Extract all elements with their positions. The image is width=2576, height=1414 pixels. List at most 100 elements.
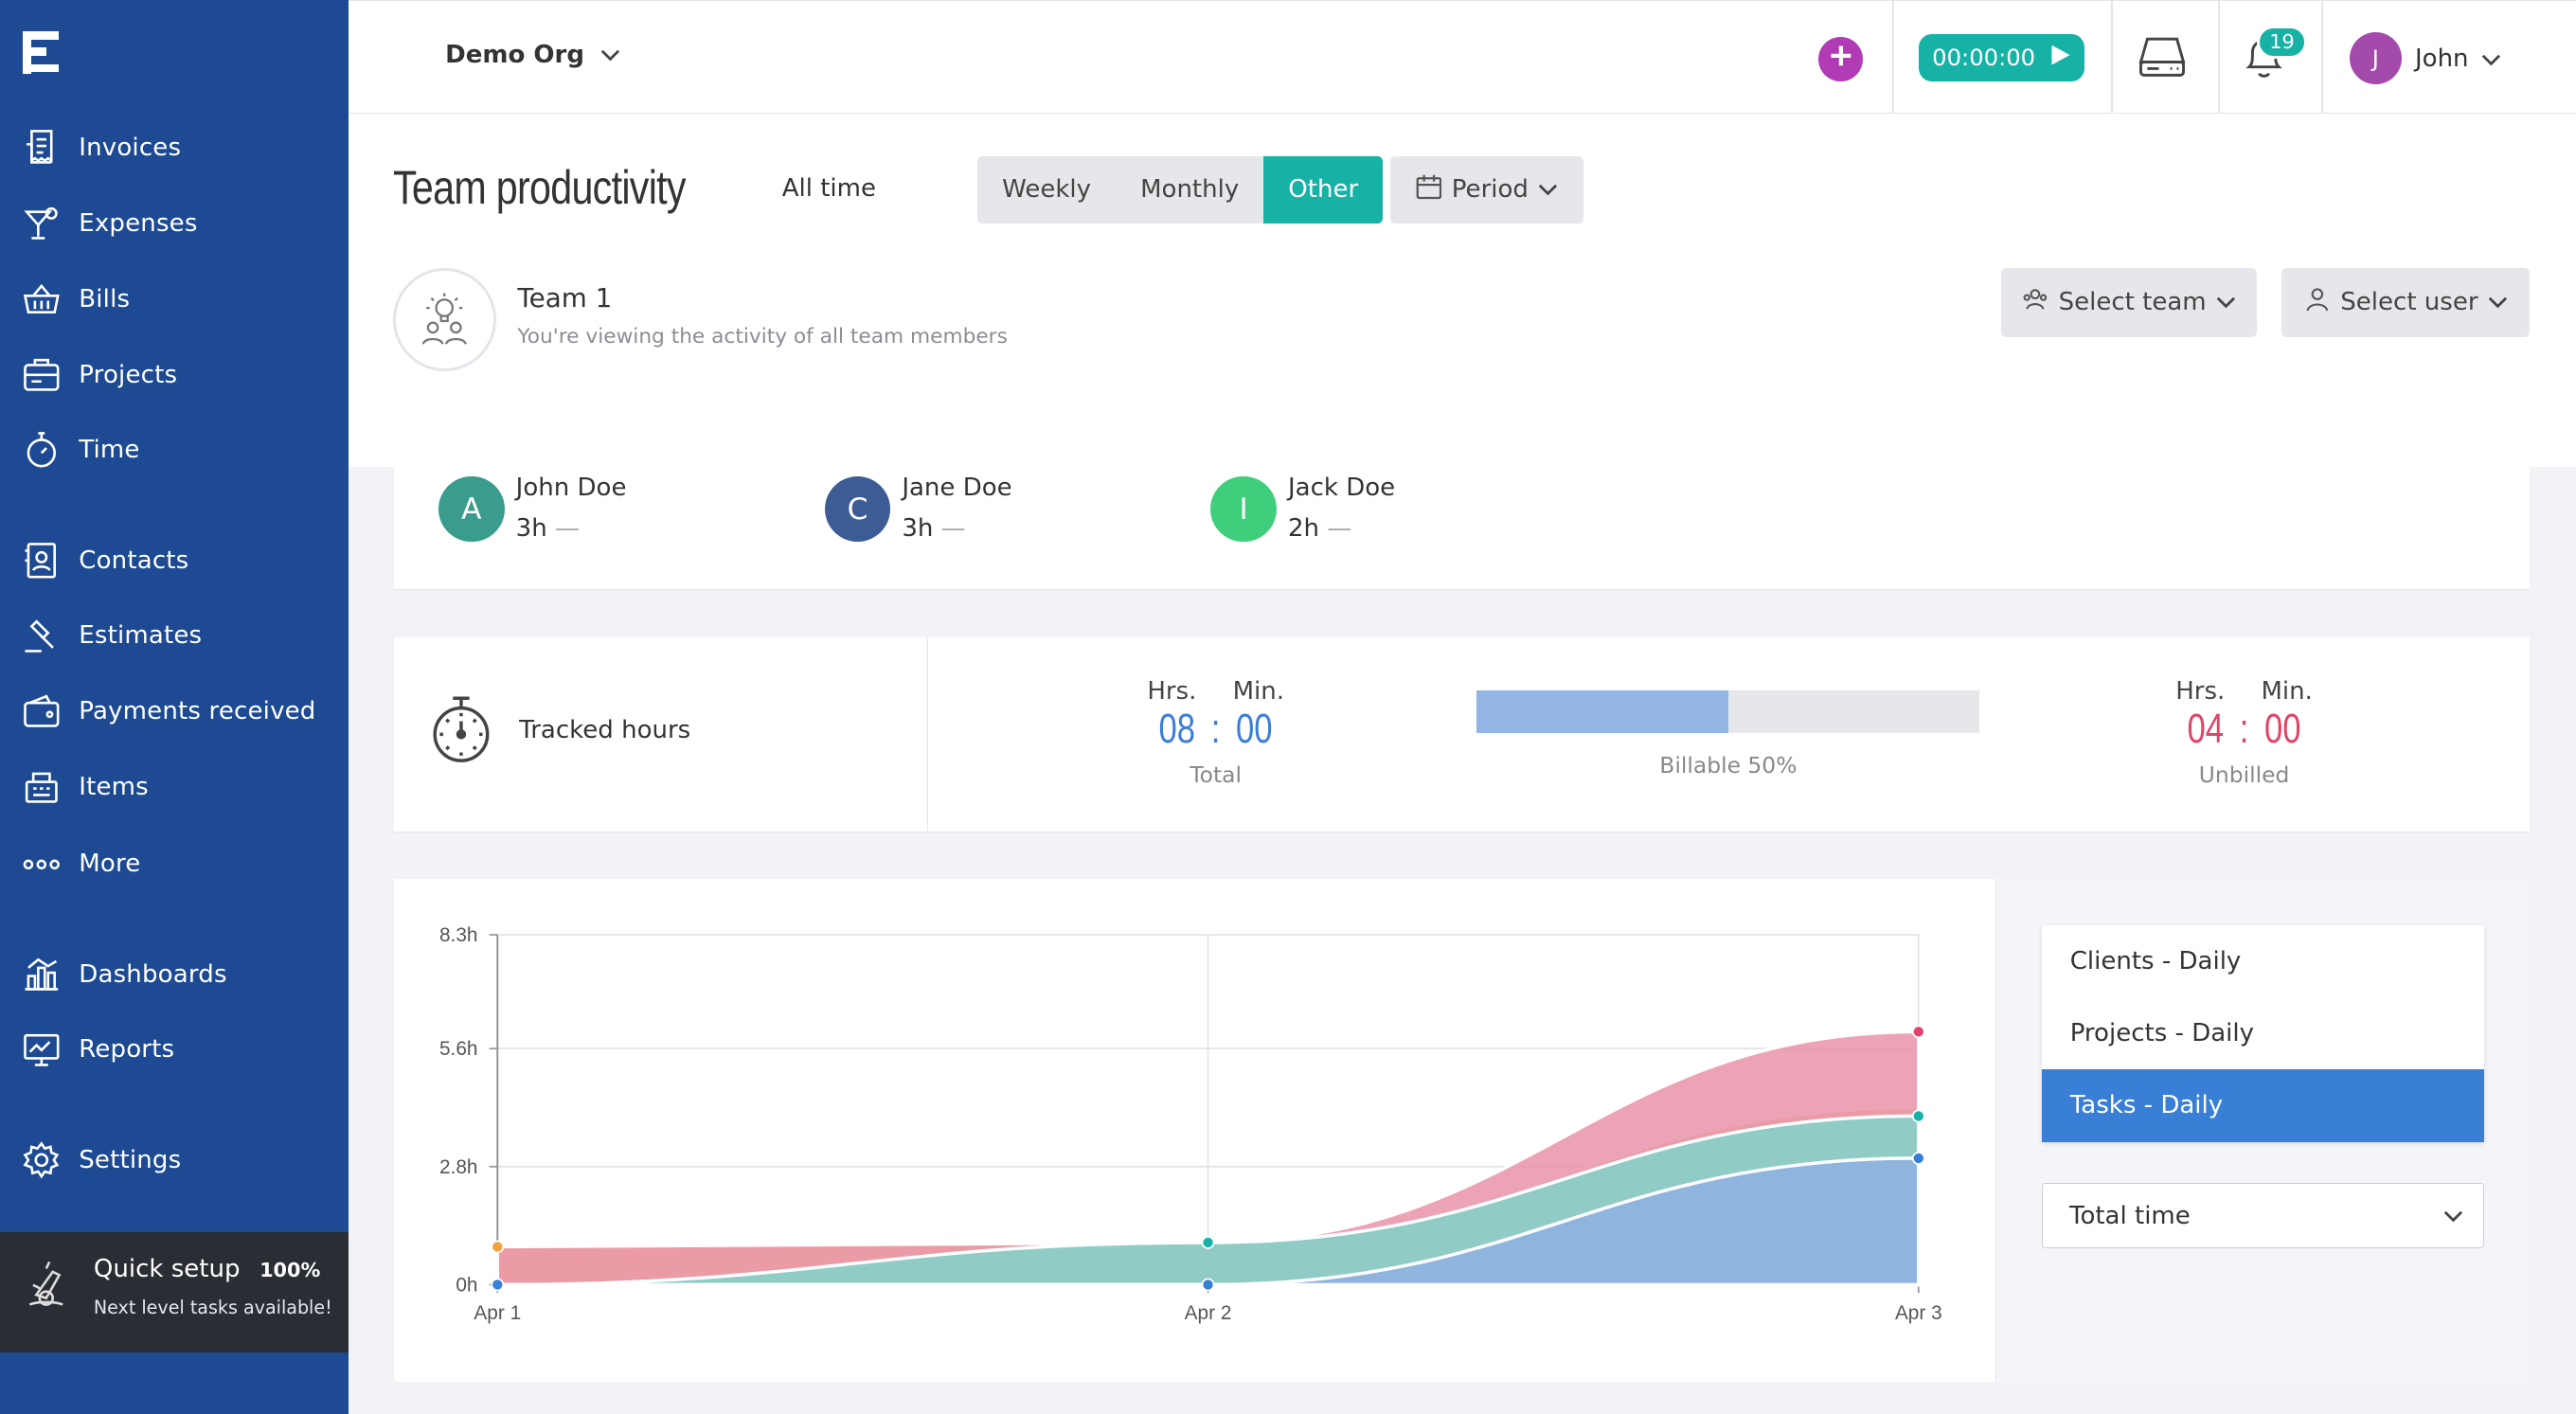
- sidebar-item-label: Items: [79, 772, 149, 801]
- billable-caption: Billable 50%: [1659, 752, 1798, 779]
- data-point: [1912, 1109, 1926, 1123]
- avatar: J: [2349, 31, 2403, 85]
- sidebar-item-label: Contacts: [79, 546, 189, 575]
- billable-progress-fill: [1476, 689, 1728, 733]
- member-item[interactable]: I Jack Doe 2h —: [1210, 472, 1395, 546]
- total-hours: 08: [1158, 707, 1196, 753]
- min-label: Min.: [2261, 676, 2313, 706]
- sidebar-item-projects[interactable]: Projects: [0, 347, 349, 403]
- sidebar-item-contacts[interactable]: Contacts: [0, 532, 349, 588]
- sidebar-item-expenses[interactable]: Expenses: [0, 195, 349, 251]
- tracked-hours-label: Tracked hours: [519, 716, 691, 745]
- metric-dropdown[interactable]: Total time: [2042, 1182, 2484, 1249]
- chevron-down-icon: [600, 41, 620, 69]
- select-user-dropdown[interactable]: Select user: [2281, 267, 2531, 337]
- play-icon: [2048, 44, 2071, 72]
- separator: :: [2239, 707, 2249, 753]
- chevron-down-icon: [2216, 288, 2236, 316]
- list-item-clients-daily[interactable]: Clients - Daily: [2069, 946, 2242, 975]
- member-item[interactable]: A John Doe 3h —: [438, 472, 626, 546]
- team-lightbulb-icon: [392, 267, 496, 372]
- billable-progress-bar: [1476, 689, 1980, 733]
- total-time-block: Hrs. Min. 08:00 Total: [1114, 677, 1317, 788]
- org-name: Demo Org: [445, 40, 584, 69]
- gavel-icon: [20, 615, 63, 657]
- notifications-badge: 19: [2257, 26, 2307, 59]
- quick-add-button[interactable]: [1818, 37, 1864, 81]
- chevron-down-icon: [1538, 175, 1558, 204]
- sidebar-item-items[interactable]: Items: [0, 759, 349, 814]
- chart-options-panel: Clients - Daily Projects - Daily Tasks -…: [1995, 879, 2531, 1382]
- period-other-button[interactable]: Other: [1263, 155, 1384, 224]
- quick-setup-title: Quick setup: [93, 1255, 241, 1284]
- stopwatch-icon: [20, 429, 63, 472]
- sidebar-item-payments[interactable]: Payments received: [0, 684, 349, 740]
- org-switcher[interactable]: Demo Org: [445, 41, 620, 69]
- period-picker-button[interactable]: Period: [1389, 155, 1584, 224]
- timer-button[interactable]: 00:00:00: [1919, 33, 2085, 81]
- all-time-filter[interactable]: All time: [781, 173, 877, 203]
- tracked-hours-card: Tracked hours Hrs. Min. 08:00 Total Billa…: [394, 637, 2531, 833]
- quick-setup-banner[interactable]: Quick setup 100% Next level tasks availa…: [0, 1232, 349, 1352]
- team-name: Team 1: [517, 282, 613, 314]
- timer-value: 00:00:00: [1932, 44, 2036, 72]
- sidebar-item-more[interactable]: More: [0, 836, 349, 892]
- productivity-chart-card: 0h 2.8h 5.6h 8.3h Apr 1 Apr 2 Apr 3: [394, 879, 1996, 1382]
- member-hours: 2h: [1287, 514, 1320, 544]
- member-name: John Doe: [515, 473, 627, 502]
- data-point: [491, 1278, 505, 1292]
- cocktail-icon: [20, 202, 63, 244]
- x-tick-label: Apr 1: [474, 1302, 522, 1324]
- min-label: Min.: [1232, 676, 1284, 706]
- rocket-icon: [20, 1259, 73, 1321]
- member-name: Jane Doe: [902, 473, 1012, 502]
- data-point: [491, 1240, 505, 1254]
- wallet-icon: [20, 690, 63, 733]
- page-header: Team productivity All time Weekly Monthl…: [348, 113, 2576, 467]
- y-tick-label: 2.8h: [439, 1156, 477, 1178]
- y-tick-label: 0h: [456, 1274, 478, 1296]
- sidebar-item-label: Time: [79, 436, 140, 465]
- dashboard-icon: [20, 953, 63, 995]
- sidebar-item-estimates[interactable]: Estimates: [0, 608, 349, 664]
- app-logo[interactable]: [23, 30, 63, 75]
- x-tick-label: Apr 3: [1895, 1302, 1942, 1324]
- list-item-tasks-daily[interactable]: Tasks - Daily: [2042, 1069, 2484, 1142]
- metric-dropdown-value: Total time: [2068, 1201, 2191, 1230]
- sidebar-item-dashboards[interactable]: Dashboards: [0, 946, 349, 1002]
- calendar-icon: [1416, 173, 1442, 206]
- sidebar-item-label: Expenses: [79, 208, 198, 238]
- select-team-dropdown[interactable]: Select team: [2000, 267, 2258, 337]
- member-hours: 3h: [902, 514, 934, 544]
- data-point: [1912, 1025, 1926, 1039]
- y-tick-label: 8.3h: [439, 924, 477, 946]
- sidebar-item-time[interactable]: Time: [0, 422, 349, 478]
- hrs-label: Hrs.: [2175, 676, 2226, 706]
- sidebar-item-settings[interactable]: Settings: [0, 1132, 349, 1188]
- total-minutes: 00: [1236, 707, 1273, 753]
- dash: —: [554, 514, 580, 544]
- sidebar: Invoices Expenses Bills Projects Time Co…: [0, 0, 349, 1414]
- printer-icon[interactable]: [2138, 34, 2187, 87]
- team-members-card: A John Doe 3h — C Jane Doe 3h — I Jack D…: [394, 466, 2531, 590]
- contacts-icon: [20, 539, 63, 582]
- user-menu[interactable]: J John: [2349, 31, 2502, 85]
- page-title: Team productivity: [392, 160, 687, 215]
- unbilled-hours: 04: [2187, 707, 2225, 753]
- period-weekly-button[interactable]: Weekly: [1002, 175, 1092, 205]
- period-label: Period: [1451, 175, 1529, 205]
- invoice-icon: [20, 127, 63, 170]
- period-monthly-button[interactable]: Monthly: [1140, 175, 1240, 205]
- sidebar-item-invoices[interactable]: Invoices: [0, 120, 349, 176]
- sidebar-item-bills[interactable]: Bills: [0, 271, 349, 327]
- member-item[interactable]: C Jane Doe 3h —: [824, 472, 1012, 546]
- member-name: Jack Doe: [1287, 473, 1396, 502]
- gear-icon: [20, 1138, 63, 1181]
- area-chart: 0h 2.8h 5.6h 8.3h Apr 1 Apr 2 Apr 3: [439, 924, 1942, 1324]
- team-icon: [2022, 286, 2048, 319]
- unbilled-minutes: 00: [2264, 707, 2301, 753]
- list-item-projects-daily[interactable]: Projects - Daily: [2069, 1019, 2255, 1048]
- more-dots-icon: [20, 843, 63, 886]
- sidebar-item-reports[interactable]: Reports: [0, 1022, 349, 1078]
- top-bar: Demo Org 00:00:00 19 J John: [348, 0, 2576, 114]
